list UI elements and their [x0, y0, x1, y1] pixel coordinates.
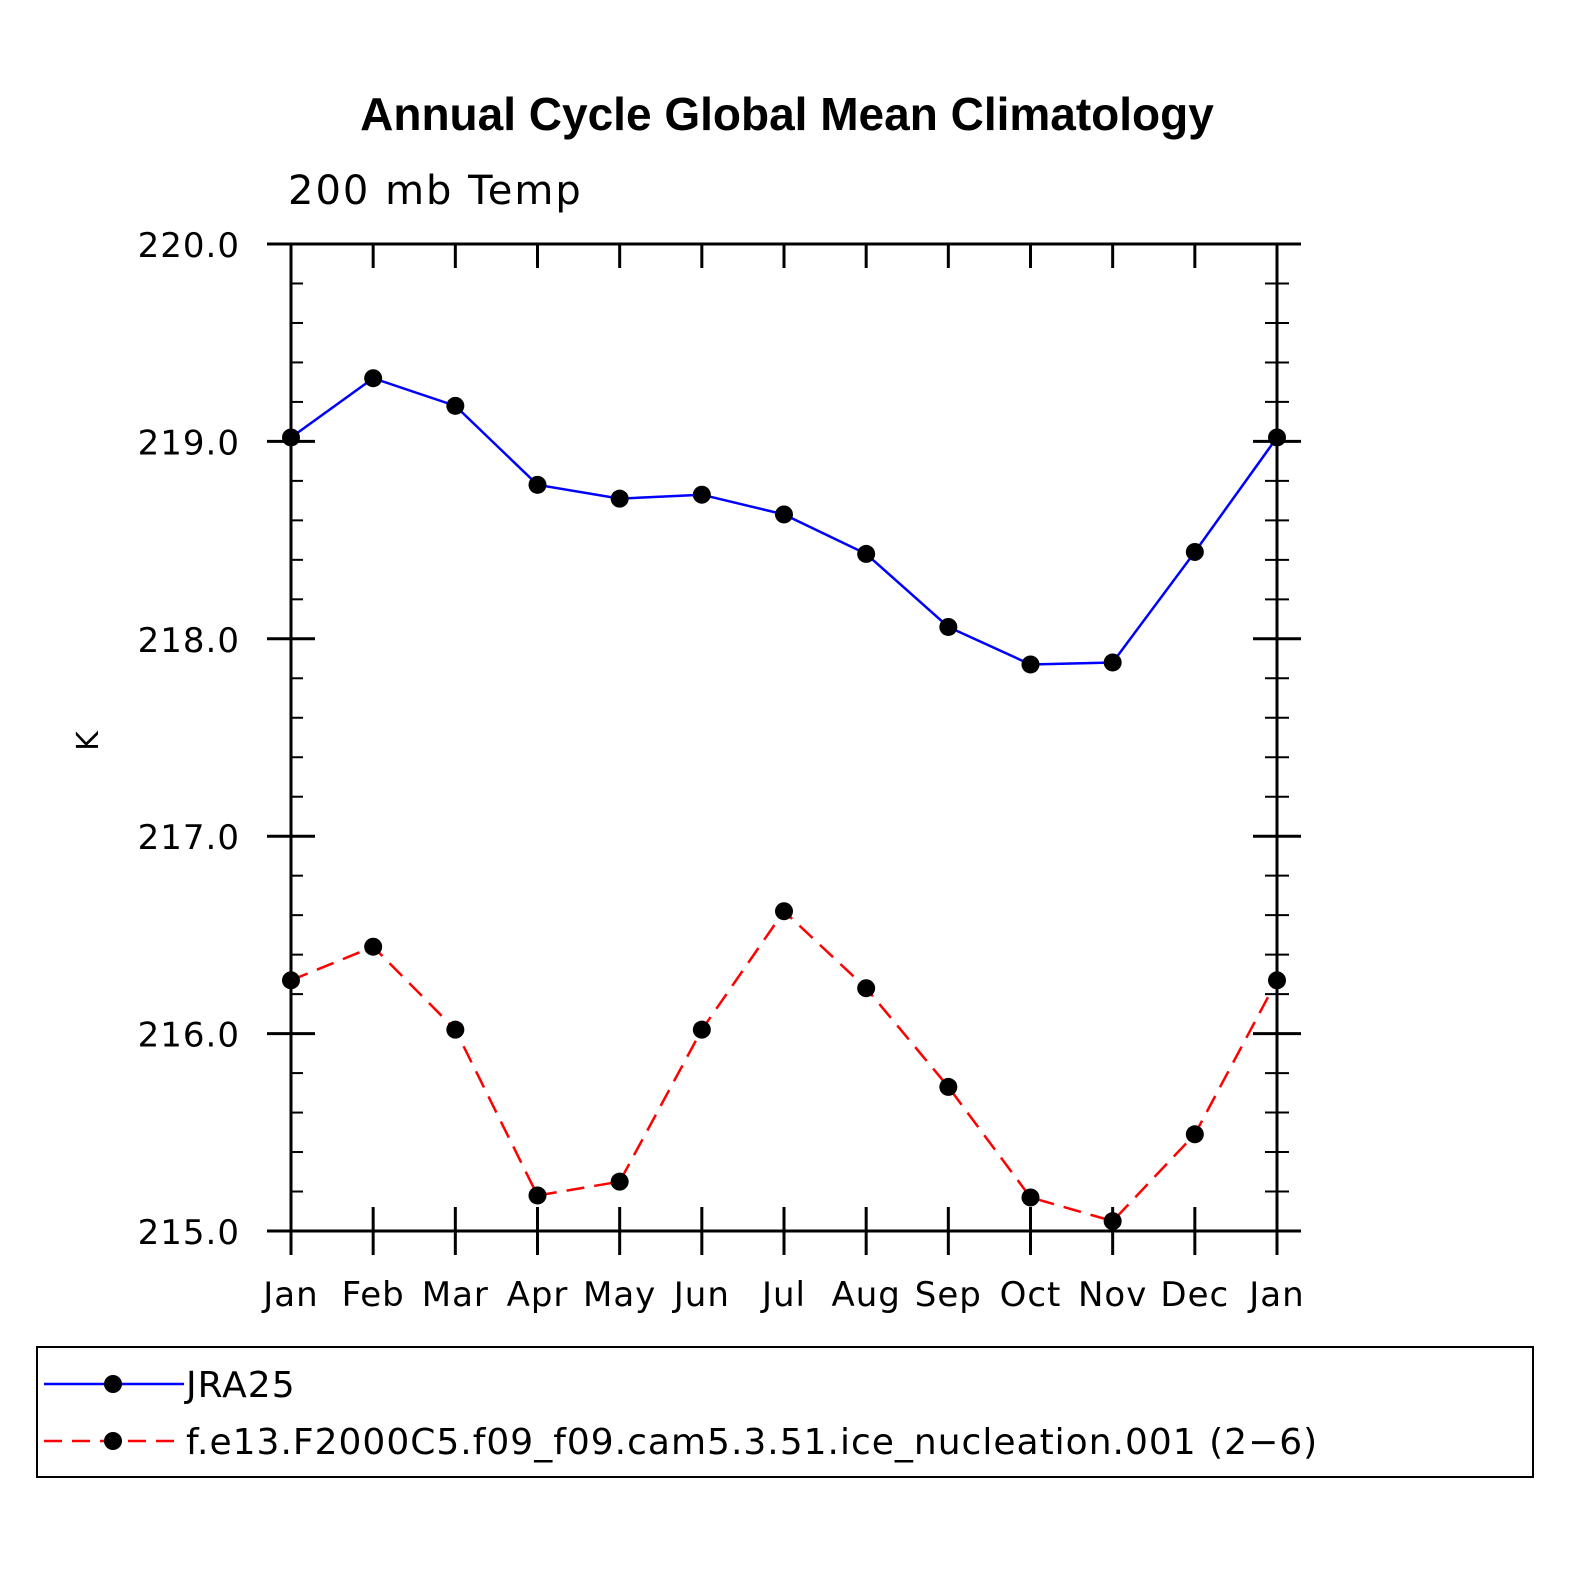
- x-tick-label: Oct: [1000, 1275, 1062, 1315]
- data-point-series-1: [282, 428, 300, 447]
- data-point-series-2: [857, 979, 876, 998]
- data-point-series-2: [692, 1020, 711, 1039]
- data-point-series-1: [1268, 428, 1286, 447]
- data-point-series-2: [1021, 1188, 1040, 1207]
- data-point-series-1: [1185, 542, 1204, 561]
- y-tick-label: 218.0: [138, 621, 240, 661]
- data-point-series-2: [1103, 1212, 1122, 1231]
- data-point-series-2: [1268, 971, 1286, 990]
- data-point-series-1: [692, 485, 711, 504]
- data-point-series-1: [610, 489, 629, 508]
- legend-marker-2: [104, 1432, 122, 1450]
- chart-title: Annual Cycle Global Mean Climatology: [360, 88, 1214, 140]
- data-point-series-1: [775, 505, 793, 524]
- data-point-series-1: [1103, 653, 1122, 672]
- y-axis-label: K: [71, 730, 106, 751]
- data-point-series-2: [282, 971, 300, 990]
- data-point-series-2: [610, 1172, 629, 1191]
- legend-marker-1: [104, 1375, 122, 1393]
- legend-label-2: f.e13.F2000C5.f09_f09.cam5.3.51.ice_nucl…: [186, 1422, 1318, 1463]
- data-point-series-2: [1185, 1125, 1204, 1144]
- data-point-series-1: [1021, 655, 1040, 674]
- data-point-series-2: [364, 937, 383, 956]
- data-point-series-2: [775, 902, 793, 921]
- x-tick-label: Jun: [672, 1275, 730, 1315]
- y-tick-label: 215.0: [138, 1213, 240, 1253]
- x-tick-label: Jul: [760, 1275, 806, 1315]
- data-point-series-2: [939, 1077, 958, 1096]
- x-tick-label: May: [583, 1275, 656, 1315]
- y-tick-label: 219.0: [138, 423, 240, 463]
- legend: JRA25 f.e13.F2000C5.f09_f09.cam5.3.51.ice…: [44, 1365, 1318, 1463]
- axes: Jan Feb Mar Apr May Jun Jul Aug Sep Oct Nov Dec Jan 2…: [138, 226, 1304, 1315]
- data-point-series-1: [939, 617, 958, 636]
- data-point-series-1: [528, 475, 547, 494]
- x-tick-label: Feb: [342, 1275, 405, 1315]
- data-point-series-1: [364, 369, 383, 388]
- series-layer: [282, 369, 1286, 1231]
- data-point-series-2: [528, 1186, 547, 1205]
- x-tick-label: Dec: [1160, 1275, 1229, 1315]
- data-point-series-1: [446, 396, 465, 415]
- data-point-series-2: [446, 1020, 465, 1039]
- chart-subtitle: 200 mb Temp: [288, 168, 583, 214]
- data-point-series-1: [857, 544, 876, 563]
- legend-box: [36, 1346, 1534, 1478]
- x-tick-label: Jan: [261, 1275, 318, 1315]
- legend-label-1: JRA25: [184, 1365, 296, 1406]
- x-tick-label: Jan: [1247, 1275, 1304, 1315]
- x-tick-label: Nov: [1078, 1275, 1147, 1315]
- x-tick-label: Mar: [422, 1275, 489, 1315]
- x-tick-label: Apr: [507, 1275, 569, 1315]
- plot-frame: [289, 242, 1279, 1233]
- y-tick-label: 216.0: [138, 1016, 240, 1056]
- series-line-2: [290, 909, 1279, 1223]
- x-tick-label: Aug: [831, 1275, 900, 1315]
- y-tick-label: 220.0: [138, 226, 240, 266]
- x-tick-label: Sep: [915, 1275, 982, 1315]
- y-tick-label: 217.0: [138, 818, 240, 858]
